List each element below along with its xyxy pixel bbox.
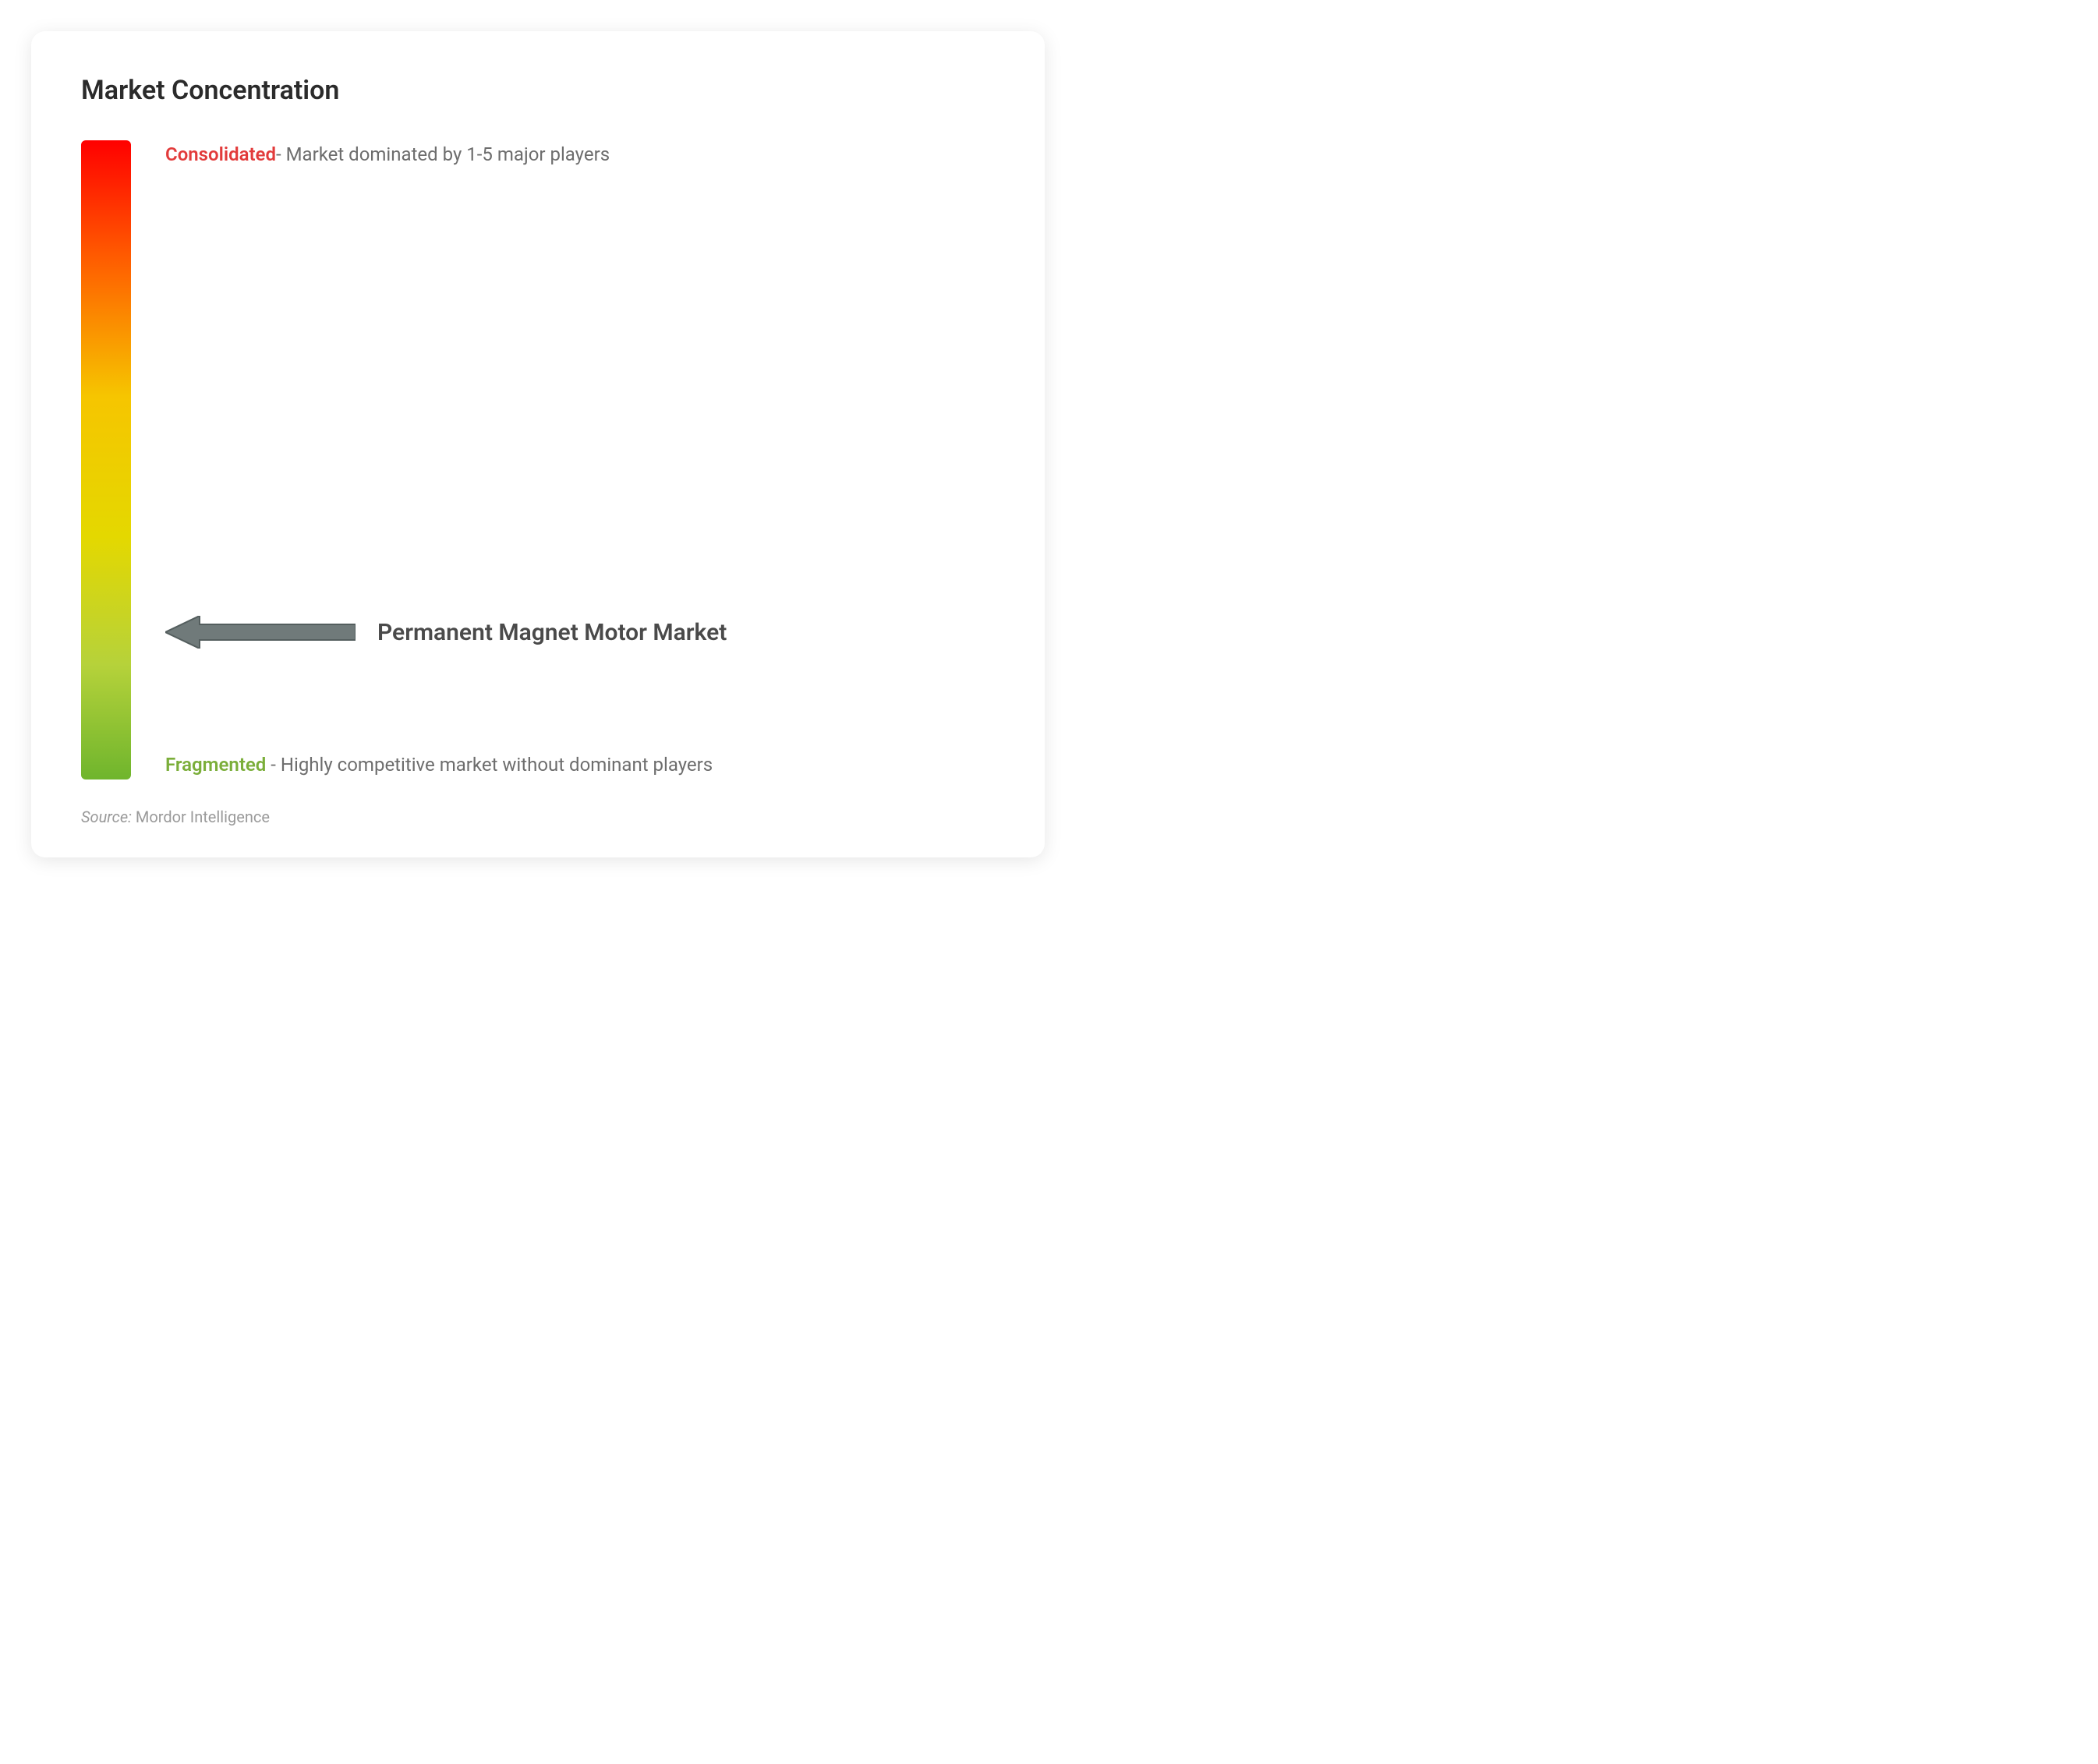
fragmented-key: Fragmented (165, 754, 266, 776)
labels-column: Consolidated- Market dominated by 1-5 ma… (165, 140, 995, 779)
fragmented-sep: - (266, 754, 281, 776)
marker-arrow-icon (165, 616, 356, 649)
fragmented-definition: Fragmented - Highly competitive market w… (165, 751, 995, 779)
market-marker-row: Permanent Magnet Motor Market (165, 616, 995, 649)
consolidated-definition: Consolidated- Market dominated by 1-5 ma… (165, 140, 995, 169)
consolidated-sep: - (276, 143, 286, 165)
fragmented-desc: Highly competitive market without domina… (281, 754, 713, 776)
consolidated-desc: Market dominated by 1-5 major players (286, 143, 610, 165)
scale-column (81, 140, 131, 779)
card-title: Market Concentration (81, 75, 995, 106)
concentration-gradient-bar (81, 140, 131, 779)
consolidated-key: Consolidated (165, 143, 276, 165)
source-value: Mordor Intelligence (136, 808, 270, 826)
card-body: Consolidated- Market dominated by 1-5 ma… (81, 140, 995, 779)
source-label: Source: (81, 808, 132, 826)
marker-label: Permanent Magnet Motor Market (377, 619, 727, 646)
source-line: Source: Mordor Intelligence (81, 808, 995, 826)
market-concentration-card: Market Concentration Consolidated- Marke… (31, 31, 1045, 857)
